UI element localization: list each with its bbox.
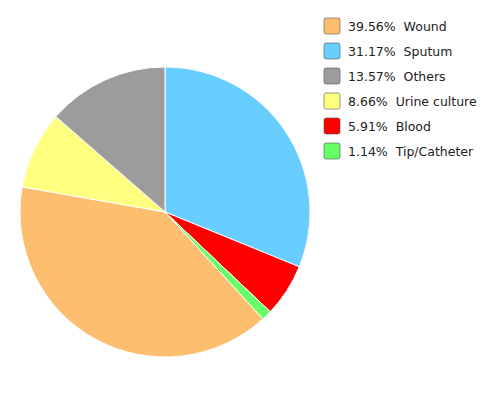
legend-label: 39.56% Wound (348, 19, 447, 34)
legend-swatch (324, 18, 340, 34)
legend-swatch (324, 93, 340, 109)
chart: 39.56% Wound 31.17% Sputum 13.57% Others 8.… (0, 0, 500, 404)
legend-label: 31.17% Sputum (348, 44, 452, 59)
legend-label: 5.91% Blood (348, 119, 431, 134)
legend: 39.56% Wound 31.17% Sputum 13.57% Others 8.… (324, 18, 477, 159)
legend-swatch (324, 143, 340, 159)
legend-label: 13.57% Others (348, 69, 446, 84)
legend-label: 1.14% Tip/Catheter (348, 144, 474, 159)
legend-swatch (324, 68, 340, 84)
legend-swatch (324, 43, 340, 59)
legend-swatch (324, 118, 340, 134)
pie-slice (20, 187, 263, 357)
pie (20, 67, 310, 357)
legend-label: 8.66% Urine culture (348, 94, 477, 109)
pie-slice (56, 67, 165, 212)
